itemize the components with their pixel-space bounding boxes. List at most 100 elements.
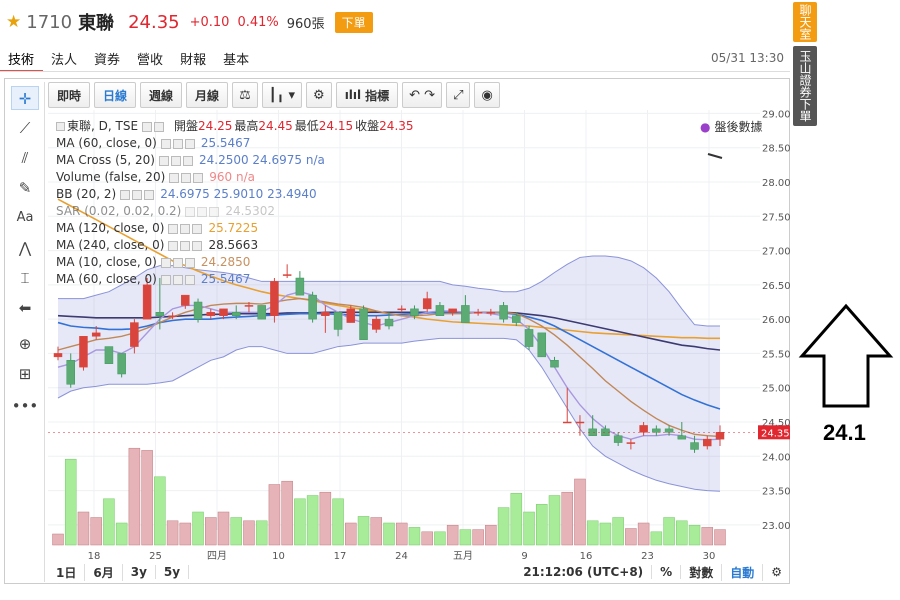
close-icon[interactable] — [184, 274, 195, 285]
chat-room-button[interactable]: 聊天室 — [793, 2, 817, 42]
volume-bar — [319, 491, 332, 546]
broker-order-button[interactable]: 玉山證券下單 — [793, 46, 817, 126]
collapse-icon[interactable] — [56, 122, 65, 131]
tab-technical[interactable]: 技術 — [0, 44, 44, 72]
tab-revenue[interactable]: 營收 — [137, 53, 164, 68]
settings-small-icon[interactable] — [180, 223, 191, 234]
text-tool-icon[interactable]: Aa — [16, 210, 34, 225]
candle-body — [130, 322, 139, 347]
eye-icon[interactable] — [160, 138, 171, 149]
compare-icon[interactable]: ⚖ — [232, 82, 258, 108]
y-tick-label: 27.50 — [762, 212, 790, 223]
tab-margin[interactable]: 資券 — [94, 53, 121, 68]
eye-icon[interactable] — [168, 240, 179, 251]
candle-body — [512, 315, 521, 323]
volume-bar — [421, 531, 433, 546]
tab-divider — [0, 71, 790, 72]
x-tick-label: 五月 — [453, 550, 473, 562]
candle-body — [677, 435, 687, 440]
range-3y[interactable]: 3y — [123, 565, 156, 579]
more-tools-icon[interactable]: ••• — [11, 397, 39, 415]
weekly-button[interactable]: 週線 — [140, 82, 183, 108]
eye-icon[interactable] — [142, 121, 153, 132]
volume-bar — [485, 524, 497, 546]
legend-row-value: 24.5302 — [225, 204, 275, 218]
daily-button[interactable]: 日線 — [94, 82, 137, 108]
candle-body — [499, 305, 508, 320]
candle-body — [206, 312, 216, 316]
close-icon[interactable] — [144, 189, 155, 200]
pattern-icon[interactable]: ⋀ — [18, 239, 32, 257]
favorite-star-icon[interactable]: ★ — [6, 12, 22, 32]
tab-basic[interactable]: 基本 — [223, 53, 250, 68]
camera-icon[interactable]: ◉ — [474, 82, 500, 108]
after-hours-toggle[interactable]: ● 盤後數據 — [700, 118, 763, 135]
settings-small-icon[interactable] — [154, 121, 165, 132]
eye-icon[interactable] — [160, 257, 171, 268]
x-tick-label: 10 — [272, 551, 285, 562]
range-5y[interactable]: 5y — [156, 565, 190, 579]
settings-small-icon[interactable] — [172, 274, 183, 285]
undo-redo-icon[interactable]: ↶ ↷ — [402, 82, 443, 108]
close-icon[interactable] — [182, 155, 193, 166]
price-chart[interactable]: 29.00 28.50 28.00 27.50 27.00 26.50 26.00 25.50… — [48, 110, 790, 562]
close-icon[interactable] — [193, 172, 204, 183]
order-button[interactable]: 下單 — [334, 11, 373, 33]
chart-frame — [4, 78, 790, 584]
close-icon[interactable] — [184, 257, 195, 268]
candle-body — [703, 438, 712, 447]
percent-toggle[interactable]: % — [652, 565, 682, 579]
monthly-button[interactable]: 月線 — [186, 82, 229, 108]
candle-body — [142, 284, 152, 320]
zoom-icon[interactable]: ⊕ — [18, 335, 32, 353]
eye-icon[interactable] — [168, 223, 179, 234]
close-icon[interactable] — [192, 240, 203, 251]
candle-type-icon[interactable]: ┃╻ ▾ — [261, 82, 303, 108]
legend-row-label: Volume (false, 20) — [56, 170, 166, 184]
legend-row-label: MA (10, close, 0) — [56, 255, 157, 269]
y-tick-label: 25.00 — [762, 384, 790, 395]
volume-bar — [612, 517, 624, 546]
indicator-button[interactable]: ılıl 指標 — [335, 82, 399, 108]
close-icon[interactable] — [209, 206, 220, 217]
eye-icon[interactable] — [185, 206, 196, 217]
gear-icon[interactable]: ⚙ — [771, 565, 782, 579]
tab-financials[interactable]: 財報 — [180, 53, 207, 68]
trendline-icon[interactable]: ⟋ — [19, 119, 31, 137]
crosshair-icon[interactable]: ✛ — [11, 86, 39, 110]
log-toggle[interactable]: 對數 — [681, 563, 723, 581]
eye-icon[interactable] — [160, 274, 171, 285]
auto-toggle[interactable]: 自動 — [722, 563, 764, 581]
intraday-button[interactable]: 即時 — [48, 82, 91, 108]
close-icon[interactable] — [184, 138, 195, 149]
settings-icon[interactable]: ⚙ — [306, 82, 332, 108]
legend-row-label: SAR (0.02, 0.02, 0.2) — [56, 204, 182, 218]
candle-body — [321, 312, 330, 316]
eye-icon[interactable] — [158, 155, 169, 166]
settings-small-icon[interactable] — [170, 155, 181, 166]
measure-icon[interactable]: ⌶ — [20, 269, 30, 287]
arrow-left-icon[interactable]: ⬅ — [18, 299, 32, 317]
tab-institutional[interactable]: 法人 — [51, 53, 78, 68]
settings-small-icon[interactable] — [197, 206, 208, 217]
candle-body — [562, 421, 572, 424]
user-drawn-segment — [707, 153, 723, 159]
volume-bar — [625, 528, 637, 546]
close-icon[interactable] — [192, 223, 203, 234]
candle-body — [219, 308, 228, 316]
range-6m[interactable]: 6月 — [85, 563, 123, 581]
settings-small-icon[interactable] — [172, 257, 183, 268]
ruler-icon[interactable]: ⊞ — [18, 365, 32, 383]
legend-row: SAR (0.02, 0.02, 0.2) 24.5302 — [56, 203, 416, 220]
settings-small-icon[interactable] — [172, 138, 183, 149]
fibonacci-icon[interactable]: ⫽ — [21, 149, 29, 167]
range-1d[interactable]: 1日 — [48, 563, 86, 581]
brush-icon[interactable]: ✎ — [18, 179, 32, 197]
settings-small-icon[interactable] — [132, 189, 143, 200]
fullscreen-icon[interactable]: ⤢ — [446, 82, 471, 108]
settings-small-icon[interactable] — [181, 172, 192, 183]
candle-body — [486, 312, 496, 314]
eye-icon[interactable] — [169, 172, 180, 183]
settings-small-icon[interactable] — [180, 240, 191, 251]
eye-icon[interactable] — [120, 189, 131, 200]
